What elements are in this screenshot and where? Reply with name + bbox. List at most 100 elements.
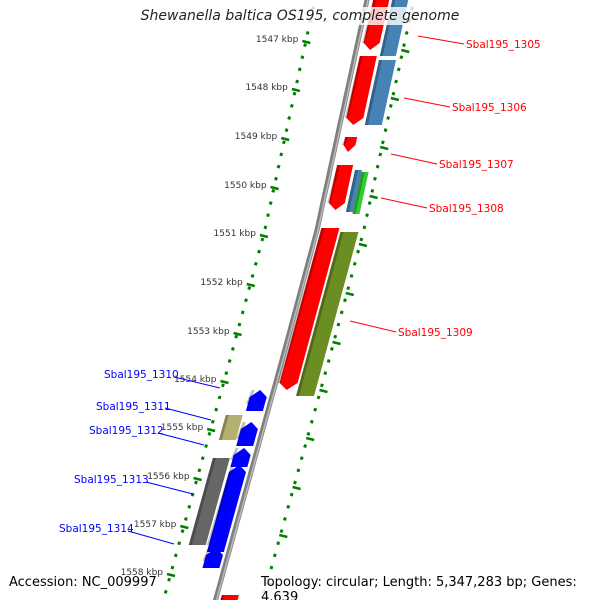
feature-shade <box>245 390 255 404</box>
minor-tick <box>296 468 301 473</box>
tick-label: 1548 kbp <box>245 83 288 93</box>
minor-tick <box>180 529 185 534</box>
tick-label: 1555 kbp <box>161 423 204 433</box>
feature-shade <box>220 595 225 600</box>
feature-shade <box>188 458 216 545</box>
minor-tick <box>279 529 284 534</box>
label-leader-line <box>127 530 175 545</box>
minor-tick <box>210 419 215 424</box>
minor-tick <box>257 249 261 254</box>
label-leader-line <box>157 432 205 446</box>
minor-tick <box>399 55 404 60</box>
minor-tick <box>356 249 360 254</box>
minor-tick <box>300 55 305 60</box>
minor-tick <box>343 298 347 303</box>
map-title-text: Shewanella baltica OS195, complete genom… <box>137 7 463 25</box>
minor-tick <box>394 79 399 84</box>
minor-tick <box>359 237 364 242</box>
gene-label: Sbal195_1311 <box>96 401 171 413</box>
minor-tick <box>263 225 268 230</box>
gene-sbal195-1308 <box>328 165 354 210</box>
minor-tick <box>362 225 367 230</box>
minor-tick <box>200 456 205 461</box>
minor-tick <box>303 444 308 449</box>
label-leader-line <box>390 153 438 165</box>
label-leader-line <box>403 97 451 108</box>
gene-small-reverse <box>230 448 251 467</box>
minor-tick <box>230 346 235 351</box>
gene-label: Sbal195_1308 <box>429 203 504 215</box>
label-leader-line <box>164 407 212 421</box>
minor-tick <box>287 116 292 120</box>
minor-tick <box>316 395 321 400</box>
major-tick <box>302 39 311 45</box>
major-tick <box>270 185 279 191</box>
feature-1308-green <box>352 172 369 214</box>
backbone <box>212 0 370 600</box>
minor-tick <box>293 480 297 485</box>
major-tick <box>220 379 229 385</box>
minor-tick <box>349 273 354 278</box>
minor-tick <box>173 553 178 558</box>
minor-tick <box>299 456 304 461</box>
minor-tick <box>329 346 334 351</box>
minor-tick <box>244 298 248 303</box>
feature-shade <box>218 415 229 440</box>
major-tick <box>379 145 389 151</box>
feature-shade <box>236 422 246 439</box>
minor-tick <box>326 359 331 363</box>
gene-label: Sbal195_1307 <box>439 159 514 171</box>
minor-tick <box>396 67 401 72</box>
gene-sbal195-1307 <box>343 137 358 152</box>
minor-tick <box>234 334 239 339</box>
major-tick <box>358 242 368 248</box>
minor-tick <box>380 140 385 145</box>
minor-tick <box>167 577 171 582</box>
minor-tick <box>367 201 372 206</box>
major-tick <box>180 524 189 530</box>
gene-next-forward <box>220 595 239 600</box>
feature-shade <box>230 448 239 460</box>
feature-shade <box>341 137 349 145</box>
minor-tick <box>214 407 219 412</box>
gene-sbal195-1306 <box>346 56 377 125</box>
minor-tick <box>266 213 270 218</box>
minor-tick <box>260 237 265 242</box>
minor-tick <box>163 589 168 594</box>
minor-tick <box>281 140 286 145</box>
minor-tick <box>289 103 294 108</box>
minor-tick <box>319 383 324 388</box>
minor-tick <box>183 516 188 521</box>
feature-shade <box>345 170 359 212</box>
gene-sbal195-1309 <box>279 228 340 390</box>
minor-tick <box>177 541 182 546</box>
minor-tick <box>402 43 406 48</box>
major-tick <box>401 48 410 54</box>
gene-label: Sbal195_1305 <box>466 39 541 51</box>
gene-label: Sbal195_1306 <box>452 102 527 114</box>
minor-tick <box>286 504 291 509</box>
tick-label: 1551 kbp <box>214 229 257 239</box>
minor-tick <box>197 468 202 473</box>
tick-label: 1547 kbp <box>256 35 299 45</box>
major-tick <box>319 388 328 394</box>
major-tick <box>305 436 315 442</box>
major-tick <box>280 136 290 142</box>
major-tick <box>193 476 202 482</box>
minor-tick <box>383 128 388 133</box>
major-tick <box>279 533 288 539</box>
minor-tick <box>386 116 391 120</box>
minor-tick <box>274 176 278 181</box>
label-leader-line <box>349 320 397 333</box>
minor-tick <box>339 310 344 315</box>
gene-label: Sbal195_1310 <box>104 369 179 381</box>
tick-label: 1557 kbp <box>134 520 177 530</box>
backbone-highlight <box>215 0 369 600</box>
minor-tick <box>289 492 294 497</box>
minor-tick <box>295 79 300 84</box>
tick-label: 1552 kbp <box>200 278 243 288</box>
feature-1313-gray <box>188 458 230 545</box>
minor-tick <box>284 128 289 133</box>
minor-tick <box>303 43 307 48</box>
feature-1311-khaki <box>218 415 243 440</box>
